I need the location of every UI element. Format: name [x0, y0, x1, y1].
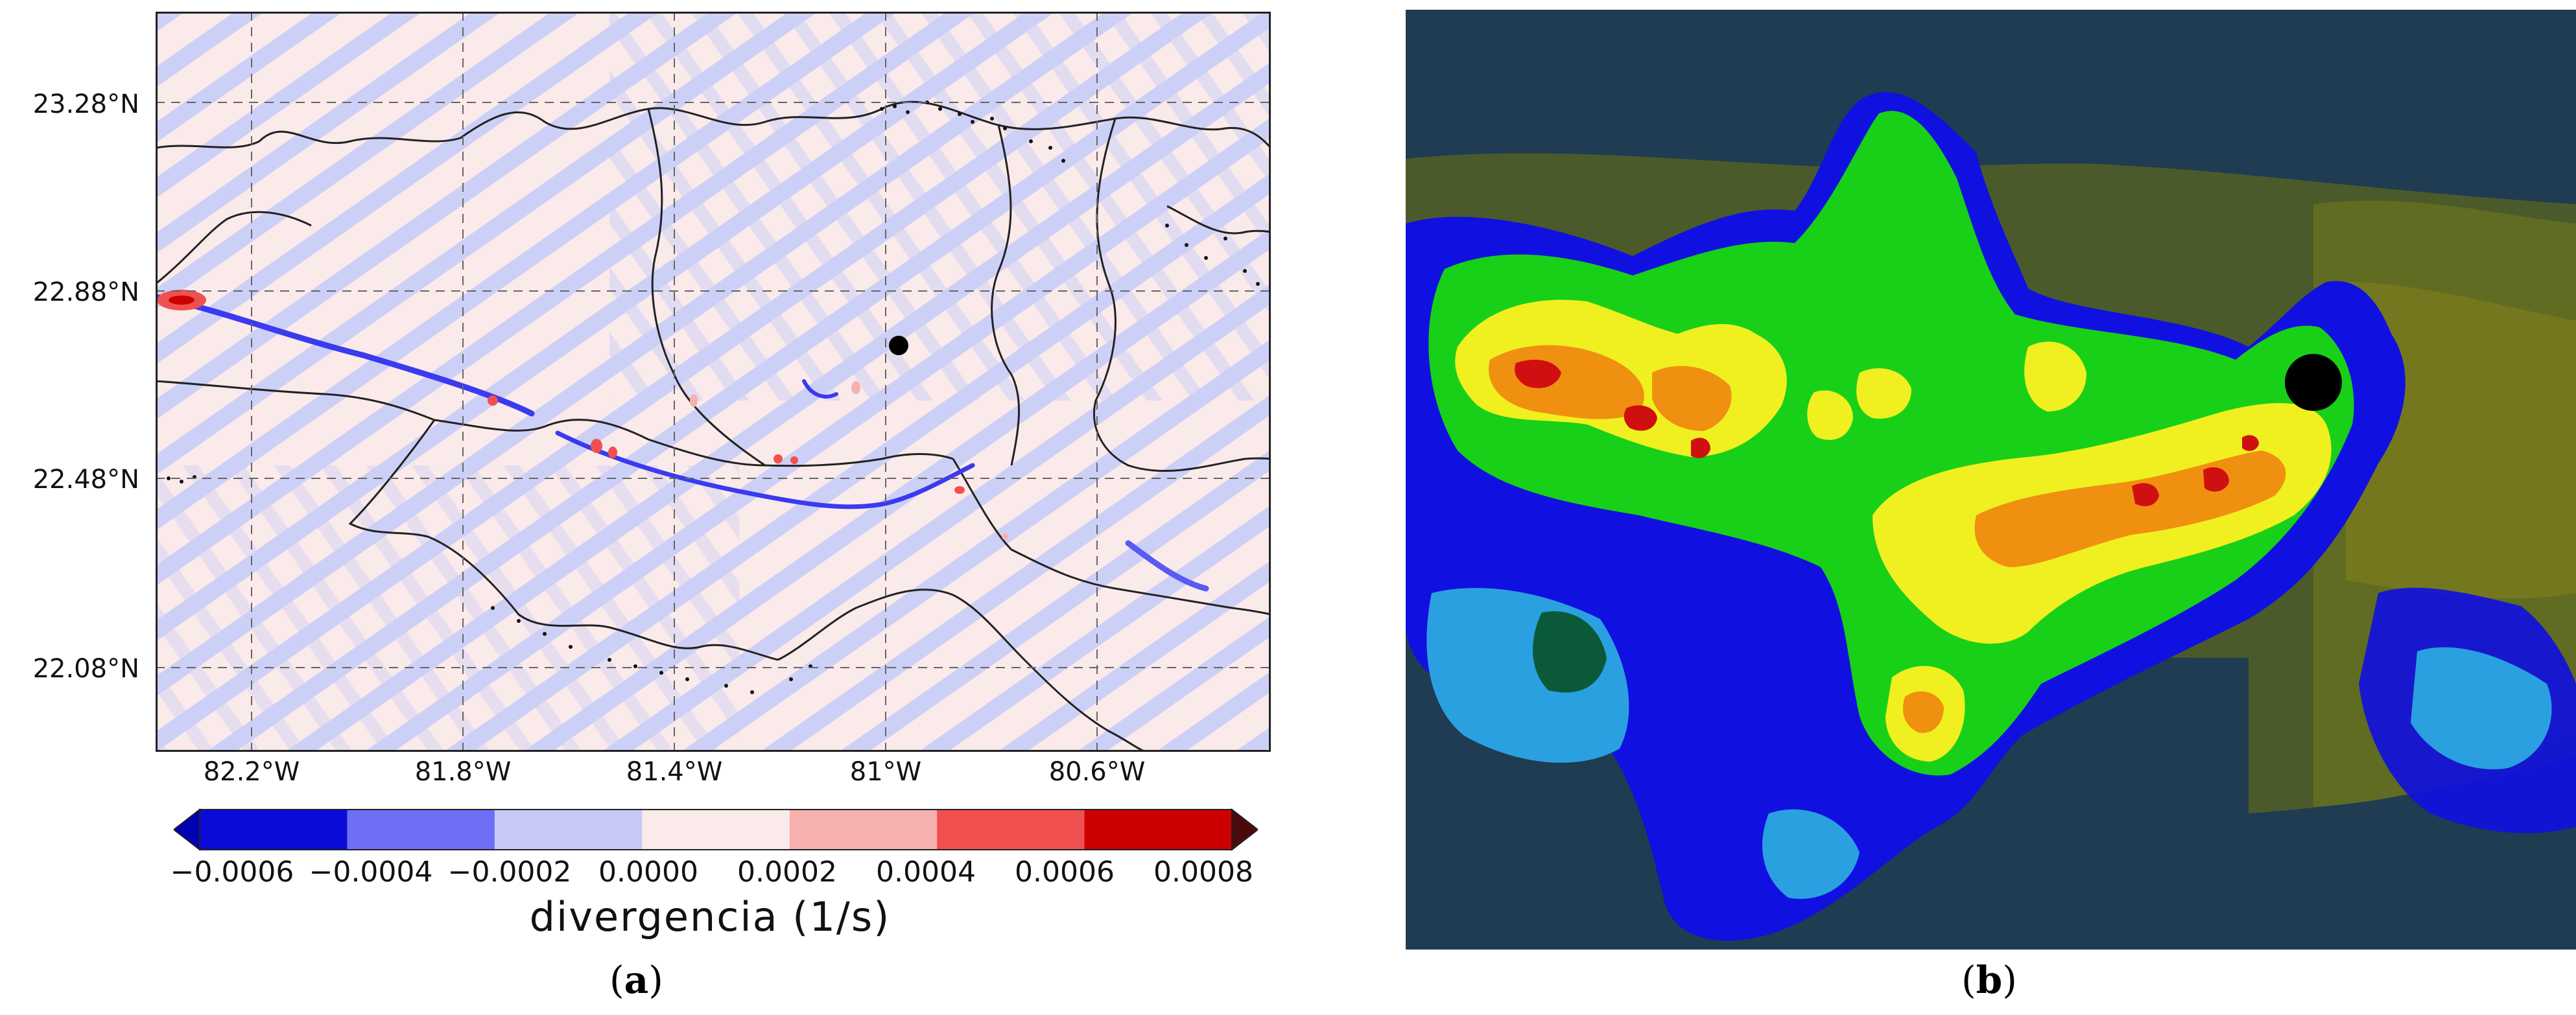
- lon-label: 81°W: [849, 757, 922, 787]
- colorbar-cell: [789, 810, 938, 850]
- colorbar-tick: 0.0006: [1015, 856, 1115, 889]
- colorbar-cell: [1084, 810, 1233, 850]
- colorbar: [174, 808, 1258, 852]
- colorbar-title: divergencia (1/s): [529, 893, 891, 940]
- colorbar-cell: [937, 810, 1085, 850]
- divergence-map: [156, 12, 1271, 752]
- location-marker: [2285, 354, 2342, 411]
- lat-label: 22.48°N: [32, 465, 139, 495]
- colorbar-tick: 0.0002: [737, 856, 837, 889]
- colorbar-cell: [347, 810, 495, 850]
- colorbar-tick: 0.0008: [1153, 856, 1253, 889]
- colorbar-tick: 0.0000: [598, 856, 698, 889]
- colorbar-tick: −0.0002: [447, 856, 572, 889]
- panel-b: (b): [1297, 0, 2576, 1015]
- colorbar-cell: [200, 810, 348, 850]
- location-marker: [889, 336, 908, 355]
- colorbar-tick: −0.0006: [170, 856, 294, 889]
- panel-a: 23.28°N 22.88°N 22.48°N 22.08°N: [32, 12, 1271, 1002]
- lon-label: 80.6°W: [1048, 757, 1146, 787]
- colorbar-under-arrow: [174, 808, 200, 852]
- lon-label: 82.2°W: [203, 757, 300, 787]
- colorbar-cell: [494, 810, 643, 850]
- colorbar-cell: [642, 810, 790, 850]
- colorbar-over-arrow: [1231, 808, 1258, 852]
- colorbar-tick: 0.0004: [876, 856, 976, 889]
- panel-a-caption: (a): [609, 958, 663, 1002]
- lat-label: 22.08°N: [32, 654, 139, 684]
- lat-label: 23.28°N: [32, 89, 139, 119]
- radar-image: [1406, 10, 2576, 950]
- colorbar-tick: −0.0004: [309, 856, 433, 889]
- lat-label: 22.88°N: [32, 277, 139, 307]
- lon-label: 81.4°W: [626, 757, 723, 787]
- panel-b-caption: (b): [1961, 958, 2017, 1002]
- lon-label: 81.8°W: [414, 757, 512, 787]
